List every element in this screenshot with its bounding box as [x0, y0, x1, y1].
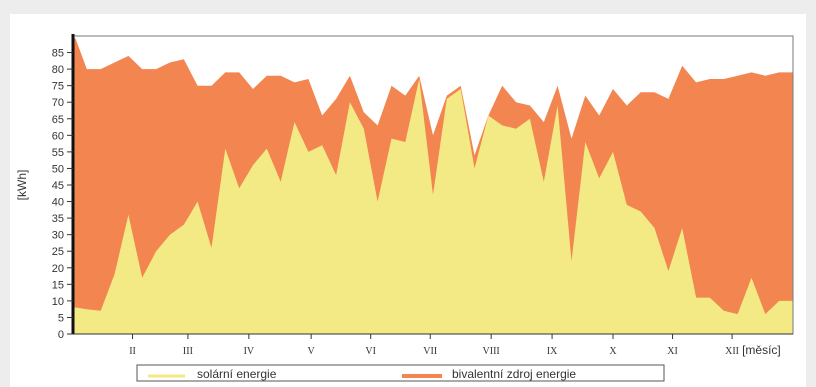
x-tick-label: V [308, 346, 316, 357]
y-tick-label: 55 [52, 147, 64, 159]
x-axis-title: [měsíc] [742, 343, 781, 357]
x-tick-label: X [609, 346, 617, 357]
y-tick-label: 50 [52, 163, 64, 175]
x-tick-label: VIII [483, 346, 500, 357]
y-tick-label: 40 [52, 197, 64, 209]
x-tick-label: II [129, 346, 136, 357]
x-tick-label: XII [725, 346, 739, 357]
y-tick-label: 0 [58, 329, 64, 341]
y-tick-label: 45 [52, 180, 64, 192]
chart-frame: 0 5 10 15 20 25 30 35 40 45 50 55 60 65 70 75 80 85 II III… [10, 14, 806, 387]
y-ticks: 0 5 10 15 20 25 30 35 40 45 50 55 60 65 70 75 80 85 [52, 48, 73, 341]
x-tick-label: III [183, 346, 193, 357]
x-tick-label: IX [547, 346, 558, 357]
y-tick-label: 35 [52, 213, 64, 225]
legend-label-bivalentni: bivalentní zdroj energie [452, 367, 576, 381]
legend-label-solarni: solární energie [197, 367, 277, 381]
y-tick-label: 80 [52, 64, 64, 76]
y-tick-label: 85 [52, 48, 64, 60]
legend-box [136, 364, 665, 382]
x-tick-label: VI [365, 346, 376, 357]
y-tick-label: 5 [58, 312, 64, 324]
x-month-ticks: II III IV V VI VII VIII IX X XI XII [129, 334, 739, 357]
y-axis-title: [kWh] [15, 170, 29, 201]
y-tick-label: 20 [52, 263, 64, 275]
y-tick-label: 70 [52, 97, 64, 109]
series-area-solarni [73, 79, 793, 334]
y-tick-label: 25 [52, 246, 64, 258]
y-tick-label: 65 [52, 114, 64, 126]
y-tick-label: 30 [52, 230, 64, 242]
y-tick-label: 10 [52, 296, 64, 308]
x-tick-label: IV [244, 346, 255, 357]
y-tick-label: 60 [52, 130, 64, 142]
x-tick-label: VII [423, 346, 437, 357]
x-tick-label: XI [667, 346, 678, 357]
legend: solární energie bivalentní zdroj energie [136, 364, 665, 382]
y-tick-label: 15 [52, 279, 64, 291]
y-tick-label: 75 [52, 81, 64, 93]
